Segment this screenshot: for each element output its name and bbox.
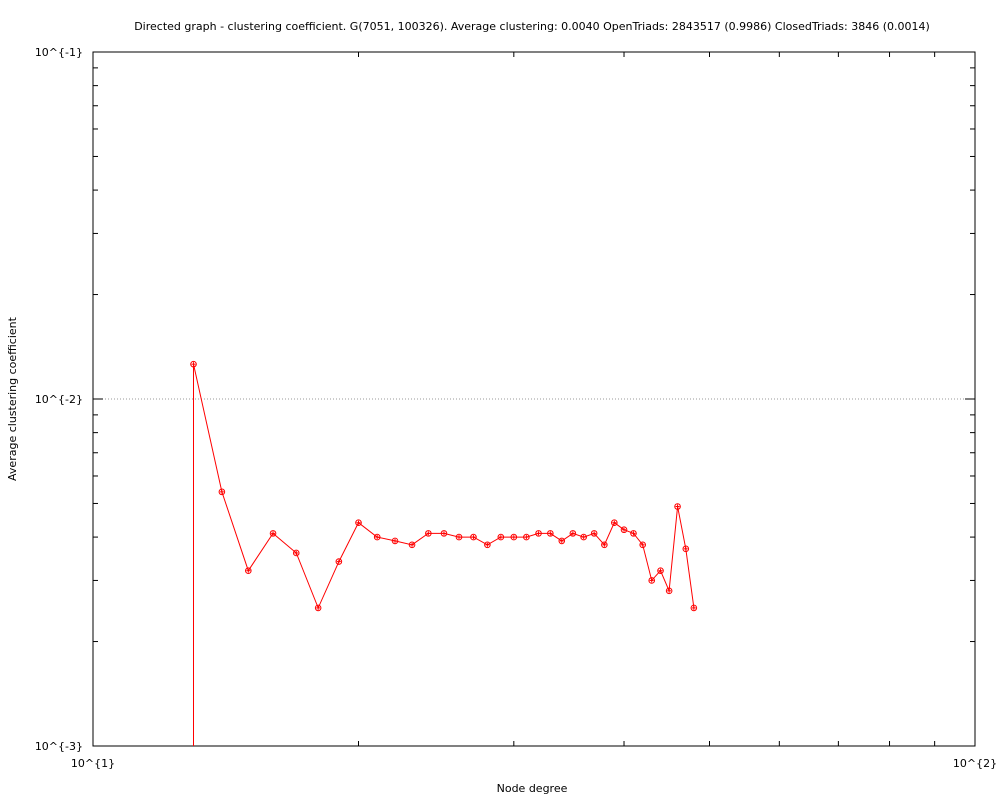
data-point [292,549,300,557]
data-point [674,503,681,510]
data-point [590,530,598,537]
data-point [245,567,252,575]
data-point [373,533,381,541]
data-point [355,519,362,527]
data-point [190,360,197,368]
data-point [314,604,322,612]
data-point [218,488,226,496]
y-tick-label: 10^{-1} [35,46,83,59]
data-point [620,526,628,534]
data-point [611,519,618,527]
data-point [335,558,343,565]
x-tick-label: 10^{2} [953,757,997,770]
tick-labels: 10^{1} 10^{2} 10^{-3} 10^{-2} 10^{-1} [35,46,997,770]
data-point [601,541,608,549]
data-point [269,530,277,537]
data-point [523,533,530,541]
data-point [665,587,673,595]
chart-title: Directed graph - clustering coefficient.… [134,20,930,33]
data-point [408,541,416,549]
data-point [535,530,542,537]
data-point [569,530,577,537]
data-point [455,533,463,541]
plot-frame [92,51,976,747]
y-tick-label: 10^{-3} [35,740,83,753]
data-point [682,545,690,553]
data-point [470,533,477,541]
data-point [391,537,399,545]
y-tick-label: 10^{-2} [35,393,83,406]
data-point [639,541,647,549]
data-point [648,577,656,584]
data-series [190,360,698,746]
data-point [690,604,698,612]
data-point [510,533,518,541]
x-axis-label: Node degree [497,782,568,795]
data-point [425,530,432,537]
data-point [558,537,566,545]
data-point [497,533,505,541]
data-point [440,530,448,537]
data-point [580,533,587,541]
y-axis-label: Average clustering coefficient [6,316,19,481]
series-line [193,364,695,746]
data-point [630,530,637,537]
x-tick-label: 10^{1} [71,757,115,770]
data-point [484,541,491,549]
data-point [547,530,554,537]
data-point [657,567,664,575]
